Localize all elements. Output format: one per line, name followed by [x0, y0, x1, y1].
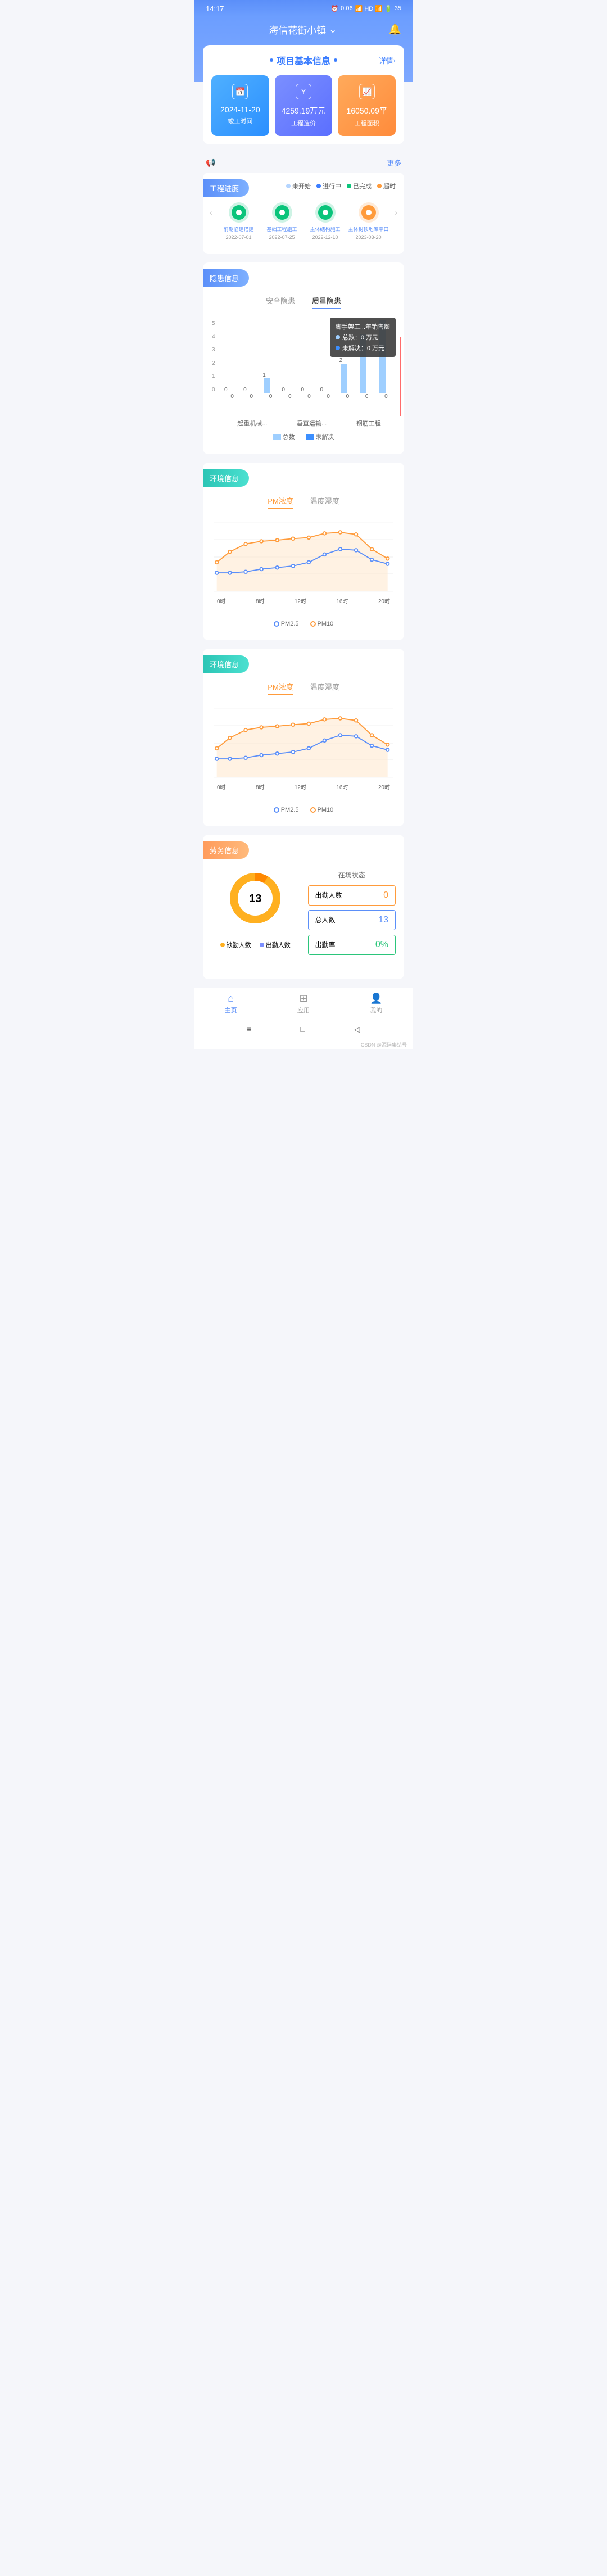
area-card[interactable]: 📈 16050.09平 工程面积 — [338, 75, 396, 136]
section-title: 工程进度 — [203, 179, 249, 197]
env-section-1: 环境信息 PM浓度温度湿度 40 30 20 10 0时8时12时16时20时 … — [203, 463, 404, 640]
attendance-stats: 在场状态 出勤人数0 总人数13 出勤率0% — [308, 870, 396, 959]
progress-section: 工程进度 未开始进行中已完成超时 ‹ › 前期临建搭建 2022-07-01 基… — [203, 173, 404, 254]
pm-chart: 40 30 20 10 0时8时12时16时20时 — [203, 515, 404, 616]
overtime-marker — [400, 337, 401, 416]
bottom-nav: ⌂主页 ⊞应用 👤我的 — [194, 988, 413, 1019]
apps-icon: ⊞ — [267, 993, 339, 1004]
tab-1[interactable]: 质量隐患 — [312, 295, 341, 309]
legend-item: 进行中 — [316, 182, 341, 191]
stat-rate: 出勤率0% — [308, 935, 396, 955]
calendar-icon: 📅 — [232, 84, 248, 99]
env-tabs: PM浓度 温度湿度 — [203, 487, 404, 515]
project-selector[interactable]: 海信花街小镇 ⌄ — [269, 22, 337, 37]
timeline-node[interactable]: 主体封顶地库平口 2023-03-20 — [347, 205, 390, 240]
chevron-down-icon: ⌄ — [329, 24, 337, 35]
detail-link[interactable]: 详情 › — [379, 55, 396, 66]
yen-icon: ¥ — [296, 84, 311, 99]
env-tab[interactable]: PM浓度 — [268, 681, 293, 695]
card-title: 项目基本信息 — [277, 53, 330, 67]
env-section-2: 环境信息 PM浓度温度湿度 40 30 20 10 0时8时12时16时20时 … — [203, 649, 404, 826]
env-tab[interactable]: 温度湿度 — [310, 495, 339, 509]
nav-profile[interactable]: 👤我的 — [340, 993, 413, 1015]
arrow-right-icon[interactable]: › — [395, 208, 397, 217]
menu-icon[interactable]: ≡ — [247, 1025, 251, 1034]
hazard-chart: 脚手架工...年销售额 总数：0 万元 未解决：0 万元 543210 0 0 … — [203, 315, 404, 416]
timeline-node[interactable]: 前期临建搭建 2022-07-01 — [217, 205, 260, 240]
labor-section: 劳务信息 13 缺勤人数 出勤人数 在场状态 出勤人数0 总人数13 出勤率0% — [203, 835, 404, 979]
status-time: 14:17 — [206, 4, 224, 13]
hazard-section: 隐患信息 安全隐患 质量隐患 脚手架工...年销售额 总数：0 万元 未解决：0 … — [203, 262, 404, 454]
timeline-node[interactable]: 基础工程施工 2022-07-25 — [260, 205, 304, 240]
basic-info-card: 项目基本信息 详情 › 📅 2024-11-20 竣工时间 ¥ 4259.19万… — [203, 45, 404, 144]
chart-icon: 📈 — [359, 84, 375, 99]
env-tab[interactable]: PM浓度 — [268, 495, 293, 509]
chart-tooltip: 脚手架工...年销售额 总数：0 万元 未解决：0 万元 — [330, 318, 396, 357]
bar-group: 2 — [338, 364, 357, 393]
env-tabs: PM浓度 温度湿度 — [203, 673, 404, 701]
profile-icon: 👤 — [340, 993, 413, 1004]
section-title: 隐患信息 — [203, 269, 249, 287]
section-title: 环境信息 — [203, 655, 249, 673]
attendance-donut: 13 缺勤人数 出勤人数 — [211, 870, 300, 959]
progress-timeline[interactable]: ‹ › 前期临建搭建 2022-07-01 基础工程施工 2022-07-25 … — [203, 197, 404, 246]
stat-present: 出勤人数0 — [308, 885, 396, 906]
status-icons: ⏰ 0.06 📶 HD 📶 🔋35 — [330, 5, 401, 12]
legend-item: 未开始 — [286, 182, 311, 191]
status-bar: 14:17 ⏰ 0.06 📶 HD 📶 🔋35 — [194, 0, 413, 17]
legend-item: 超时 — [377, 182, 396, 191]
hazard-tabs: 安全隐患 质量隐患 — [203, 287, 404, 315]
cost-card[interactable]: ¥ 4259.19万元 工程造价 — [275, 75, 333, 136]
timeline-node[interactable]: 主体结构施工 2022-12-10 — [304, 205, 347, 240]
info-cards: 📅 2024-11-20 竣工时间 ¥ 4259.19万元 工程造价 📈 160… — [211, 75, 396, 136]
pm-chart: 40 30 20 10 0时8时12时16时20时 — [203, 701, 404, 802]
legend-item: 已完成 — [347, 182, 372, 191]
arrow-left-icon[interactable]: ‹ — [210, 208, 212, 217]
back-icon[interactable]: ◁ — [354, 1025, 360, 1034]
env-tab[interactable]: 温度湿度 — [310, 681, 339, 695]
speaker-icon[interactable]: 📢 — [206, 158, 215, 167]
nav-apps[interactable]: ⊞应用 — [267, 993, 339, 1015]
home-icon[interactable]: □ — [300, 1025, 305, 1034]
announce-row: 📢 更多 — [194, 153, 413, 173]
more-link[interactable]: 更多 — [387, 157, 401, 168]
system-nav: ≡ □ ◁ — [194, 1019, 413, 1040]
section-title: 环境信息 — [203, 469, 249, 487]
bar-group: 1 — [261, 378, 280, 393]
section-title: 劳务信息 — [203, 841, 249, 859]
stat-total: 总人数13 — [308, 910, 396, 930]
tab-0[interactable]: 安全隐患 — [266, 295, 295, 309]
completion-date-card[interactable]: 📅 2024-11-20 竣工时间 — [211, 75, 269, 136]
home-icon: ⌂ — [194, 993, 267, 1004]
nav-home[interactable]: ⌂主页 — [194, 993, 267, 1015]
notification-bell-icon[interactable]: 🔔 — [389, 24, 401, 35]
watermark: CSDN @源码集结号 — [194, 1040, 413, 1049]
